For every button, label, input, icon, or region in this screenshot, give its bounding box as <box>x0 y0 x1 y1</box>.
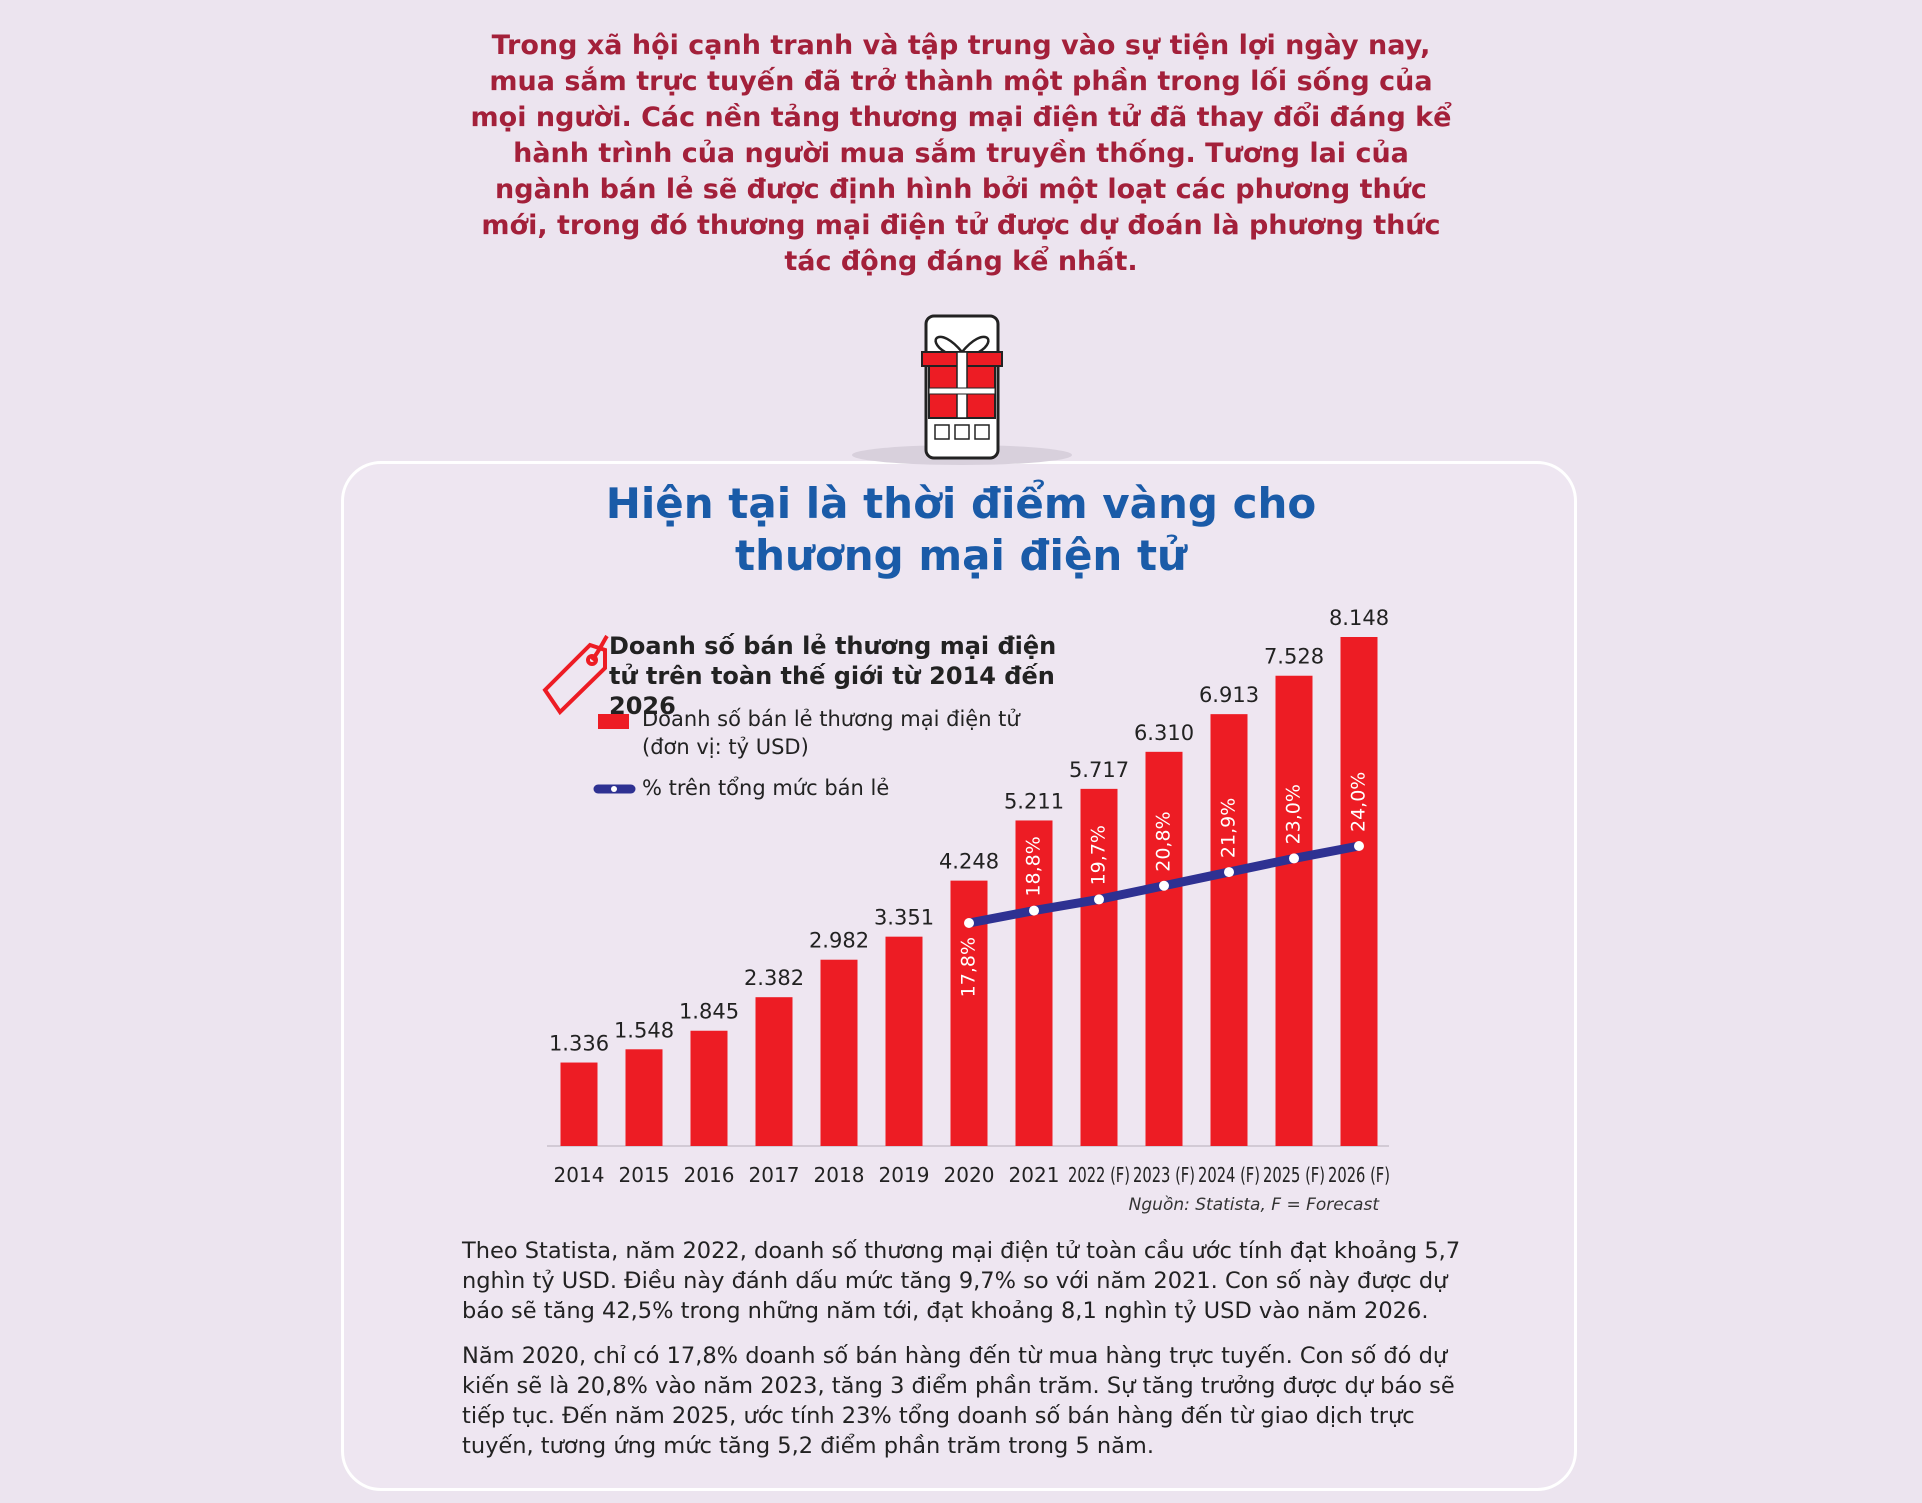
phone-icon <box>852 314 1072 465</box>
bar-value-label: 8.148 <box>1329 606 1389 630</box>
legend-swatch-bar <box>598 714 629 729</box>
bar <box>560 1062 598 1146</box>
bar-value-label: 6.913 <box>1199 683 1259 707</box>
bar <box>1210 714 1248 1146</box>
bar-value-label: 4.248 <box>939 850 999 874</box>
legend-swatch-dot <box>611 786 617 792</box>
bar <box>885 936 923 1146</box>
line-point <box>1354 841 1364 851</box>
x-tick-label: 2022 (F) <box>1068 1163 1130 1187</box>
bar-value-label: 5.717 <box>1069 758 1129 782</box>
x-tick-label: 2015 <box>619 1163 670 1187</box>
bar-value-label: 7.528 <box>1264 645 1324 669</box>
bar <box>1145 751 1183 1146</box>
x-tick-label: 2020 <box>944 1163 995 1187</box>
line-point <box>1159 880 1169 891</box>
line-value-label: 18,8% <box>1023 836 1045 896</box>
legend-label: Doanh số bán lẻ thương mại điện tử (đơn … <box>642 707 1020 759</box>
line-value-label: 19,7% <box>1088 825 1110 885</box>
bar-value-label: 5.211 <box>1004 789 1064 813</box>
x-tick-label: 2021 <box>1009 1163 1060 1187</box>
x-tick-label: 2017 <box>749 1163 800 1187</box>
line-value-label: 20,8% <box>1153 811 1175 871</box>
x-tick-label: 2025 (F) <box>1263 1163 1325 1187</box>
line-point <box>1289 853 1299 864</box>
tag-icon <box>542 634 609 716</box>
bar-value-label: 3.351 <box>874 906 934 930</box>
line-point <box>1224 867 1234 878</box>
bar-value-label: 6.310 <box>1134 721 1194 745</box>
bar <box>690 1030 728 1146</box>
source-note: Nguồn: Statista, F = Forecast <box>1128 1195 1379 1215</box>
bar-value-label: 1.845 <box>679 1000 739 1024</box>
line-point <box>964 918 974 928</box>
bar <box>1080 788 1118 1146</box>
chart-subtitle: Doanh số bán lẻ thương mại điện tử trên … <box>609 632 1057 720</box>
bar <box>755 997 793 1146</box>
body-paragraph: Năm 2020, chỉ có 17,8% doanh số bán hàng… <box>462 1343 1455 1459</box>
x-tick-label: 2023 (F) <box>1133 1163 1195 1187</box>
line-value-label: 23,0% <box>1283 784 1305 844</box>
line-value-label: 24,0% <box>1348 772 1370 832</box>
line-value-label: 21,9% <box>1218 798 1240 858</box>
bar <box>1275 675 1313 1146</box>
intro: Trong xã hội cạnh tranh và tập trung vào… <box>470 30 1452 277</box>
legend-label: % trên tổng mức bán lẻ <box>642 776 890 800</box>
chart-title: Hiện tại là thời điểm vàng cho thương mạ… <box>605 479 1317 580</box>
bar <box>1340 637 1378 1146</box>
line-value-label: 17,8% <box>958 937 980 997</box>
bar <box>625 1049 663 1146</box>
x-tick-label: 2024 (F) <box>1198 1163 1260 1187</box>
body-paragraph: Theo Statista, năm 2022, doanh số thương… <box>462 1238 1461 1324</box>
x-tick-label: 2014 <box>554 1163 605 1187</box>
line-point <box>1094 894 1104 905</box>
bar-value-label: 2.982 <box>809 929 869 953</box>
x-tick-label: 2026 (F) <box>1328 1163 1390 1187</box>
x-tick-label: 2019 <box>879 1163 930 1187</box>
x-tick-label: 2016 <box>684 1163 735 1187</box>
bar-value-label: 1.548 <box>614 1018 674 1042</box>
bar <box>820 959 858 1146</box>
line-point <box>1029 905 1039 916</box>
bar-value-label: 2.382 <box>744 966 804 990</box>
x-tick-label: 2018 <box>814 1163 865 1187</box>
bar-value-label: 1.336 <box>549 1032 609 1056</box>
bar <box>1015 820 1053 1146</box>
